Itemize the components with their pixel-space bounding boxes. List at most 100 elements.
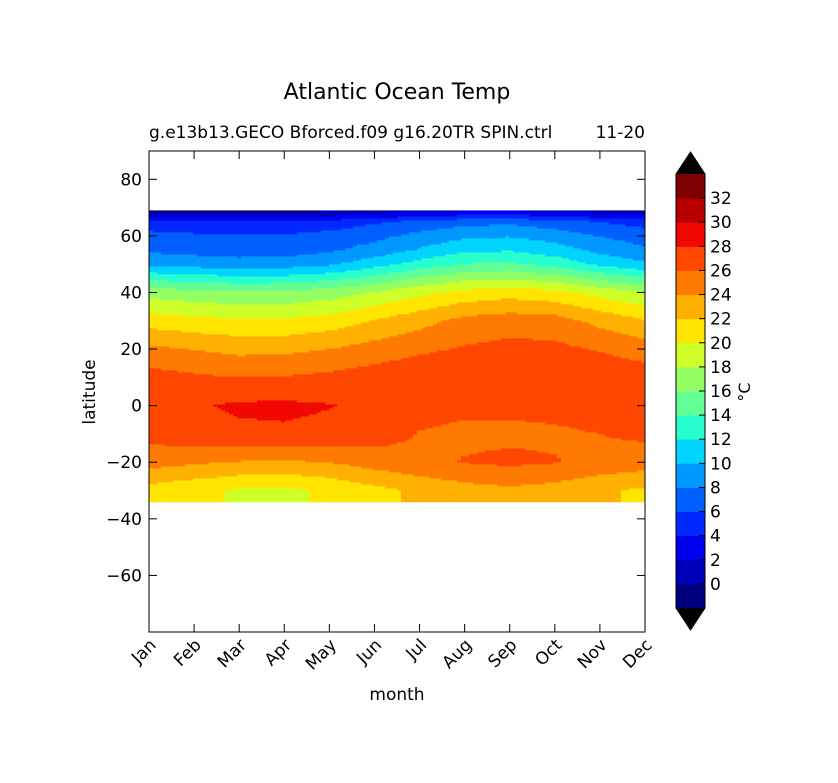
field-cell — [473, 228, 478, 231]
field-cell — [305, 238, 310, 241]
field-cell — [281, 224, 286, 227]
field-cell — [545, 242, 550, 245]
field-cell — [385, 218, 390, 221]
field-cell — [473, 240, 478, 243]
field-cell — [633, 226, 638, 229]
field-cell — [317, 228, 322, 231]
field-cell — [609, 234, 614, 237]
field-cell — [593, 236, 598, 239]
field-cell — [593, 216, 598, 219]
field-cell — [153, 216, 158, 219]
field-cell — [421, 244, 426, 247]
field-cell — [193, 246, 198, 249]
field-cell — [469, 240, 474, 243]
field-cell — [177, 240, 182, 243]
field-cell — [537, 216, 542, 219]
field-cell — [585, 210, 590, 213]
field-cell — [341, 236, 346, 239]
field-cell — [149, 230, 154, 233]
field-cell — [169, 240, 174, 243]
field-cell — [361, 228, 366, 231]
field-cell — [265, 246, 270, 249]
field-cell — [341, 230, 346, 233]
field-cell — [417, 234, 422, 237]
field-cell — [237, 238, 242, 241]
field-cell — [357, 244, 362, 247]
field-cell — [497, 224, 502, 227]
field-cell — [265, 244, 270, 247]
field-cell — [517, 228, 522, 231]
field-cell — [577, 222, 582, 225]
field-cell — [517, 244, 522, 247]
field-cell — [277, 210, 282, 213]
field-cell — [373, 222, 378, 225]
field-cell — [229, 242, 234, 245]
field-cell — [225, 226, 230, 229]
field-cell — [205, 234, 210, 237]
field-cell — [585, 228, 590, 231]
field-cell — [513, 216, 518, 219]
field-cell — [213, 228, 218, 231]
field-cell — [381, 232, 386, 235]
field-cell — [201, 230, 206, 233]
field-cell — [629, 224, 634, 227]
field-cell — [401, 218, 406, 221]
field-cell — [285, 238, 290, 241]
field-cell — [437, 226, 442, 229]
field-cell — [385, 230, 390, 233]
field-cell — [581, 236, 586, 239]
field-cell — [153, 218, 158, 221]
field-cell — [505, 226, 510, 229]
field-cell — [557, 220, 562, 223]
field-cell — [233, 212, 238, 215]
field-cell — [265, 218, 270, 221]
field-cell — [261, 226, 266, 229]
field-cell — [229, 236, 234, 239]
field-cell — [157, 226, 162, 229]
field-cell — [321, 232, 326, 235]
field-cell — [641, 230, 646, 233]
field-cell — [277, 240, 282, 243]
field-cell — [213, 224, 218, 227]
field-cell — [429, 240, 434, 243]
field-cell — [193, 220, 198, 223]
field-cell — [325, 234, 330, 237]
field-cell — [201, 234, 206, 237]
field-cell — [561, 228, 566, 231]
field-cell — [269, 214, 274, 217]
field-cell — [185, 222, 190, 225]
field-cell — [533, 214, 538, 217]
chart-subtitle: g.e13b13.GECO Bforced.f09 g16.20TR SPIN.… — [149, 123, 552, 143]
field-cell — [377, 230, 382, 233]
field-cell — [321, 234, 326, 237]
field-cell — [197, 230, 202, 233]
field-cell — [361, 212, 366, 215]
field-cell — [393, 218, 398, 221]
field-cell — [265, 240, 270, 243]
field-cell — [449, 212, 454, 215]
field-cell — [537, 242, 542, 245]
field-cell — [313, 210, 318, 213]
field-cell — [385, 222, 390, 225]
field-cell — [521, 230, 526, 233]
field-cell — [357, 226, 362, 229]
field-cell — [545, 228, 550, 231]
field-cell — [377, 236, 382, 239]
field-cell — [377, 214, 382, 217]
field-cell — [441, 236, 446, 239]
field-cell — [173, 230, 178, 233]
field-cell — [597, 218, 602, 221]
field-cell — [533, 230, 538, 233]
field-cell — [161, 238, 166, 241]
field-cell — [625, 240, 630, 243]
field-cell — [213, 214, 218, 217]
field-cell — [501, 212, 506, 215]
field-cell — [633, 212, 638, 215]
field-cell — [521, 238, 526, 241]
field-cell — [541, 230, 546, 233]
field-cell — [485, 232, 490, 235]
field-cell — [341, 238, 346, 241]
field-cell — [325, 242, 330, 245]
field-cell — [165, 246, 170, 249]
field-cell — [357, 236, 362, 239]
